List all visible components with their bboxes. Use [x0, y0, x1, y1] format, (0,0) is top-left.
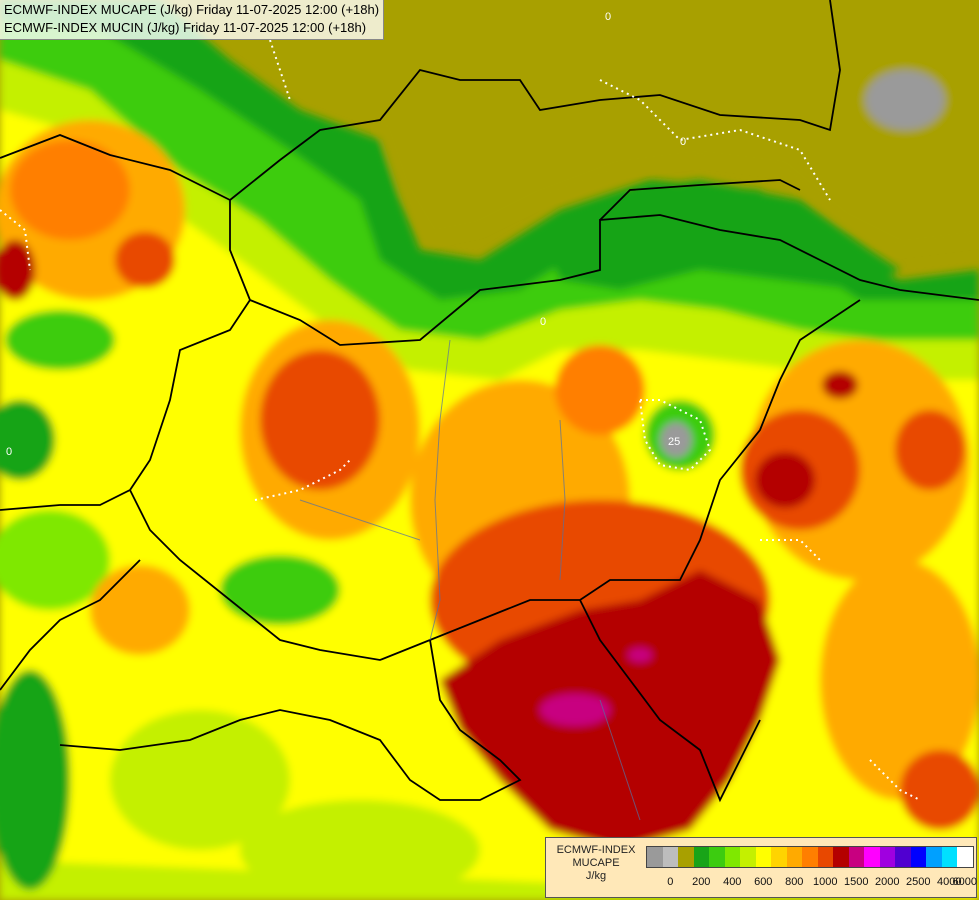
legend-swatch [662, 847, 678, 867]
border-line [59, 639, 522, 801]
country-borders [0, 0, 979, 803]
cape-patch [90, 565, 190, 655]
title-mucin: ECMWF-INDEX MUCIN (J/kg) Friday 11-07-20… [4, 20, 367, 35]
cape-patch [865, 70, 945, 130]
legend-label: 600 [754, 876, 773, 888]
legend-swatch [879, 847, 895, 867]
legend-swatch [926, 847, 942, 867]
cape-patch [220, 555, 340, 625]
cape-zone-northgreen [540, 180, 900, 290]
legend-swatch [833, 847, 849, 867]
cape-patch [5, 310, 115, 370]
cin-contour-line [254, 459, 351, 501]
cape-patch [895, 410, 965, 490]
legend-title: ECMWF-INDEX MUCAPE J/kg [548, 844, 644, 883]
cape-patch [240, 800, 480, 900]
legend-label: 400 [723, 876, 742, 888]
legend-title-variable: MUCAPE [572, 857, 620, 869]
legend-label: 2000 [875, 876, 900, 888]
border-line [579, 599, 761, 803]
cin-label: 25 [668, 436, 680, 448]
legend-swatch [848, 847, 864, 867]
map-title-box: ECMWF-INDEX MUCAPE (J/kg) Friday 11-07-2… [0, 0, 385, 40]
river-line [559, 419, 566, 581]
cape-patch [540, 694, 610, 726]
legend-title-unit: J/kg [585, 870, 607, 882]
border-line [0, 299, 251, 511]
legend-label: 0 [667, 876, 674, 888]
legend-swatch [817, 847, 833, 867]
legend-swatch [740, 847, 756, 867]
title-mucape: ECMWF-INDEX MUCAPE (J/kg) Friday 11-07-2… [4, 2, 380, 17]
legend-label: 6000 [952, 876, 977, 888]
cin-contour-line [269, 39, 291, 101]
cape-patch [555, 345, 645, 435]
cape-patch [0, 670, 70, 890]
legend-swatch [941, 847, 957, 867]
legend-swatch [895, 847, 911, 867]
legend-swatch [678, 847, 694, 867]
cape-patch [628, 648, 652, 662]
cin-label: 0 [540, 316, 546, 328]
cape-patch [260, 350, 380, 490]
legend-label: 4000 [937, 876, 962, 888]
legend-swatch [647, 847, 663, 867]
cape-patch [115, 232, 175, 288]
legend-label: 800 [785, 876, 804, 888]
cin-label: 0 [6, 446, 12, 458]
river-line [599, 699, 641, 821]
legend-label: 1500 [844, 876, 869, 888]
border-line [0, 559, 141, 691]
cape-patch [0, 400, 55, 480]
legend-title-source: ECMWF-INDEX [556, 844, 636, 856]
legend-swatches [646, 846, 974, 868]
cape-patch [900, 750, 979, 830]
legend-label: 1000 [813, 876, 838, 888]
cape-patch [660, 422, 692, 458]
cin-label: 0 [605, 11, 611, 23]
cape-patch [820, 560, 979, 800]
cape-patch [0, 240, 35, 300]
cin-contour-line [760, 539, 821, 561]
river-line [299, 499, 421, 541]
legend-swatch [724, 847, 740, 867]
legend-swatch [709, 847, 725, 867]
legend-label: 2500 [906, 876, 931, 888]
legend-swatch [693, 847, 709, 867]
legend-label: 200 [692, 876, 711, 888]
cin-contours [0, 39, 921, 801]
cape-patch [0, 510, 110, 610]
legend-swatch [957, 847, 973, 867]
cin-label: 0 [680, 136, 686, 148]
rivers [299, 339, 641, 821]
cape-zone-olive [380, 0, 979, 250]
river-line [429, 339, 451, 641]
legend-swatch [786, 847, 802, 867]
cin-contour-line [599, 79, 831, 201]
cin-contour-line [869, 759, 921, 801]
border-line [229, 0, 841, 201]
legend-swatch [802, 847, 818, 867]
border-line [0, 134, 979, 346]
cape-patch [822, 371, 858, 399]
legend-swatch [864, 847, 880, 867]
legend-swatch [771, 847, 787, 867]
legend-swatch [910, 847, 926, 867]
legend-labels: 0 200 400 600 800 1000 1500 2000 2500 4000 6000 [646, 875, 977, 889]
border-line [129, 299, 861, 661]
cape-patch [10, 140, 130, 240]
border-line [599, 179, 801, 221]
cape-patch [755, 452, 815, 508]
color-legend: ECMWF-INDEX MUCAPE J/kg 0 200 400 600 800 100… [545, 837, 977, 898]
legend-swatch [755, 847, 771, 867]
